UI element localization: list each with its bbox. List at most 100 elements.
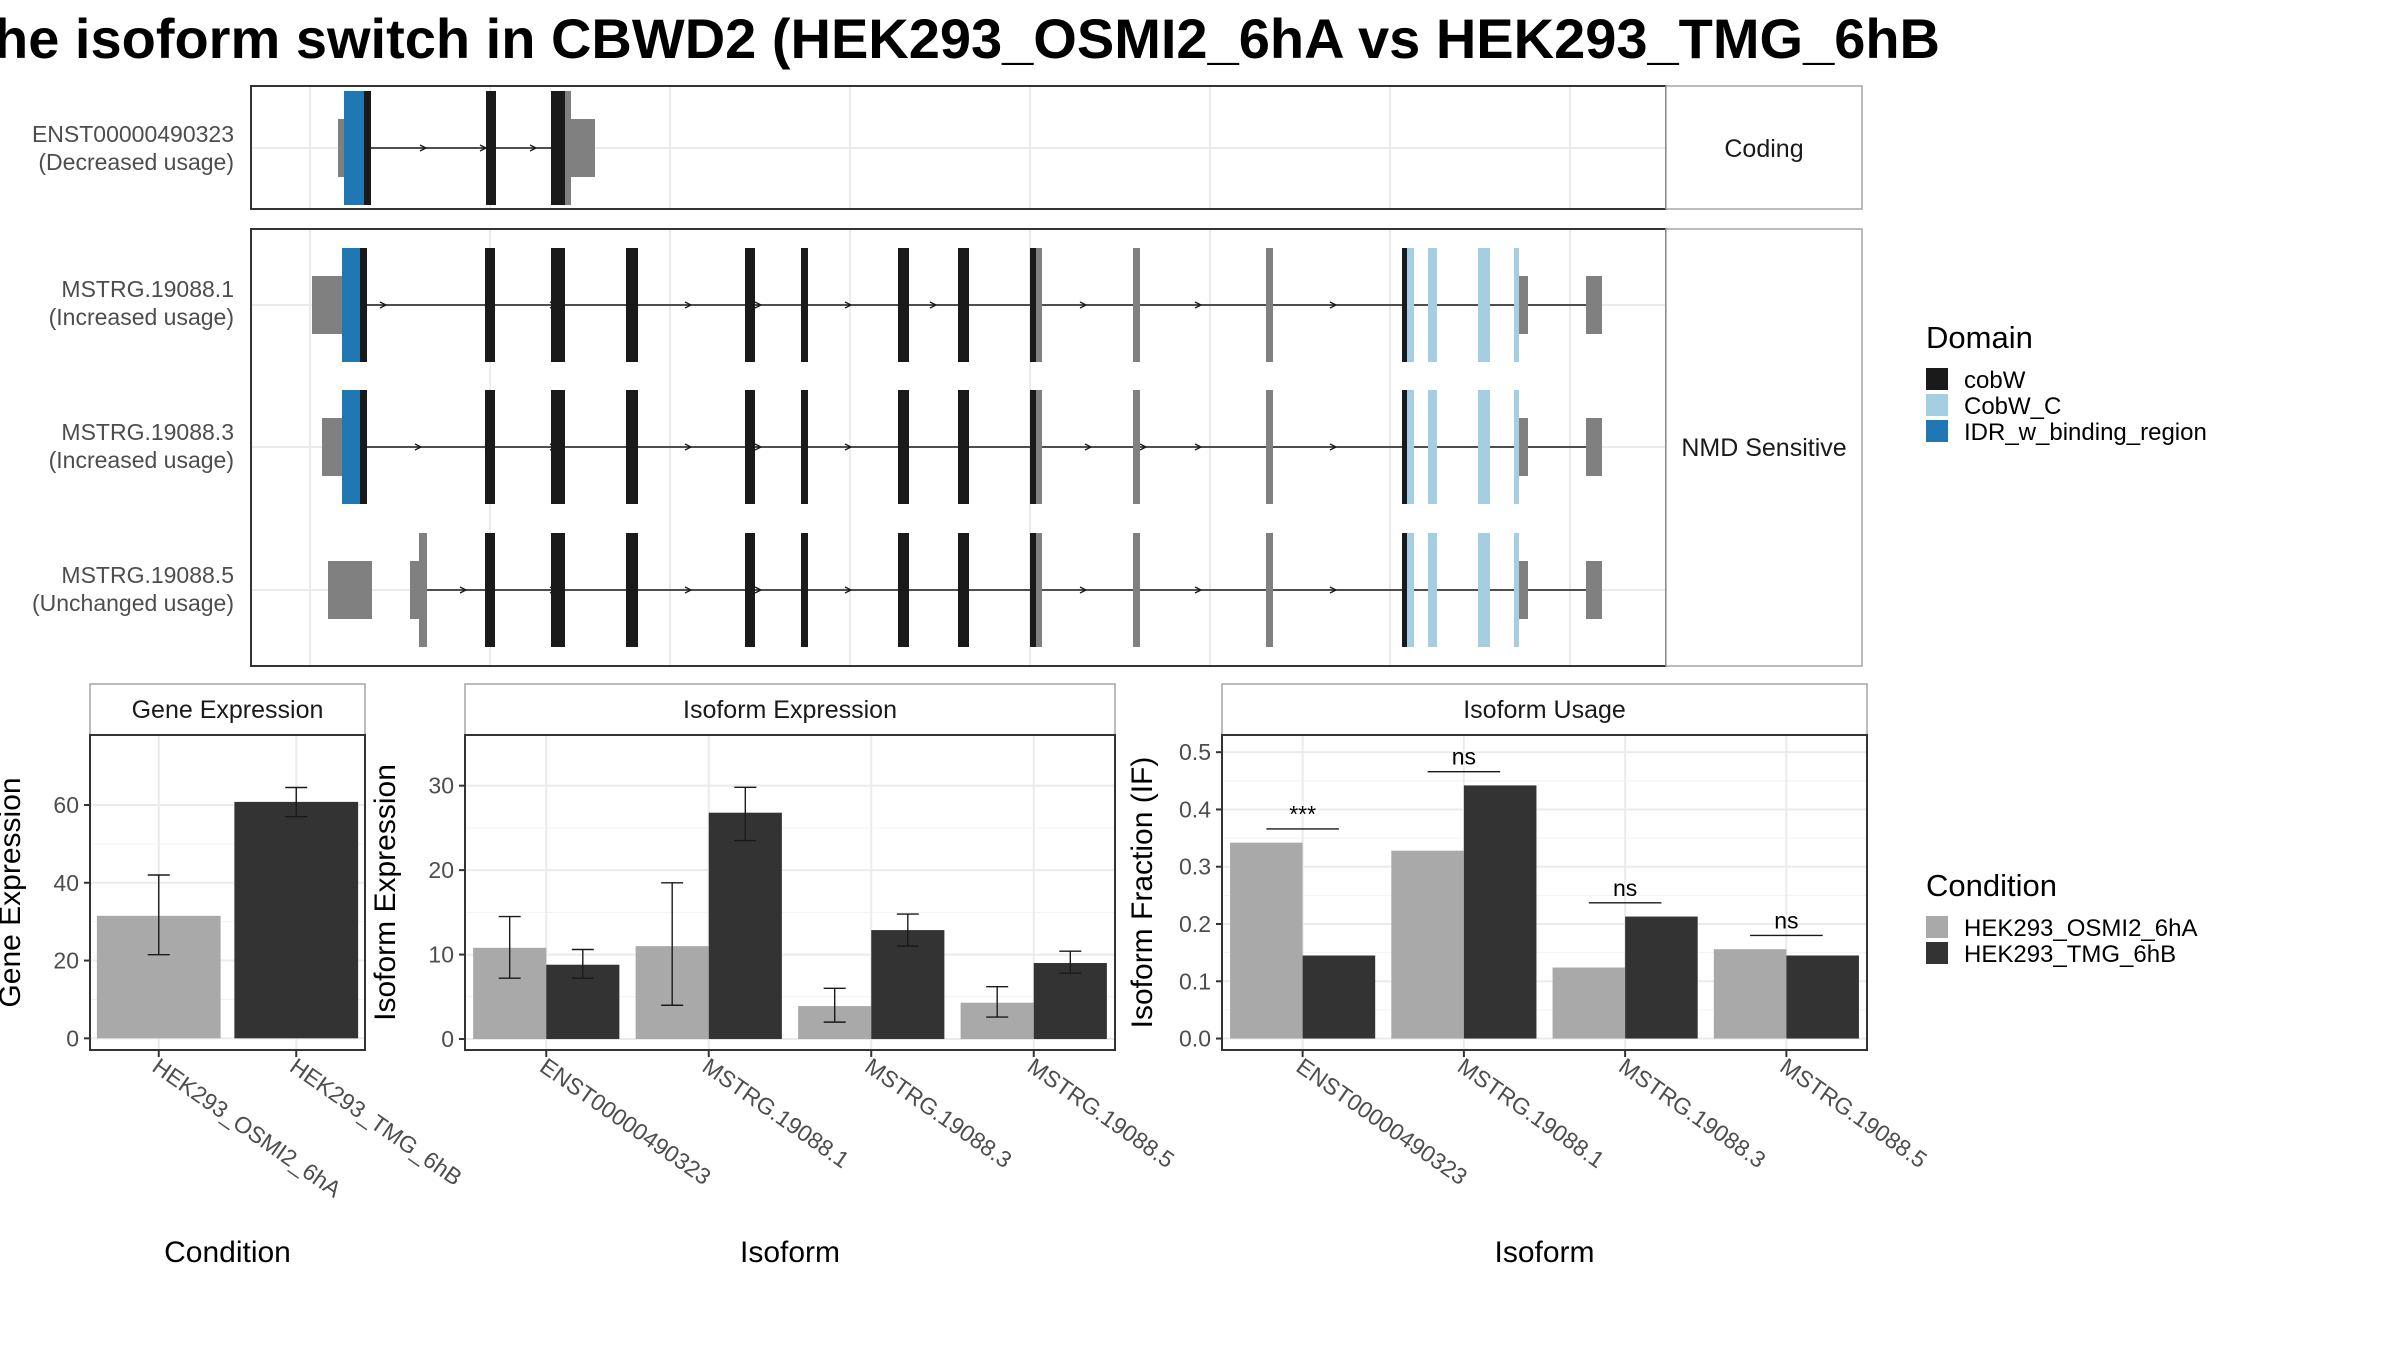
legend-label-cobw-c: CobW_C <box>1964 393 2061 420</box>
bar <box>708 812 782 1040</box>
bar <box>1625 916 1698 1039</box>
y-tick-label: 0.2 <box>1179 911 1211 937</box>
intron-arrow <box>684 586 693 594</box>
exon-block <box>1266 390 1273 504</box>
intron-arrow <box>529 144 538 152</box>
exon-block <box>1514 533 1519 647</box>
exon-block <box>958 390 969 504</box>
exon-block <box>1519 561 1528 619</box>
exon-block <box>328 561 372 619</box>
transcript-row-0 <box>338 91 595 205</box>
intron-arrow <box>1079 301 1088 309</box>
y-tick-label: 20 <box>53 948 79 974</box>
transcript-name: MSTRG.19088.3 <box>61 419 234 445</box>
exon-block <box>344 91 364 205</box>
bar <box>1713 949 1787 1039</box>
legend-key-condition-a <box>1926 916 1948 938</box>
exon-block <box>551 91 565 205</box>
y-tick-label: 20 <box>428 857 454 883</box>
bar <box>1786 955 1859 1039</box>
exon-block <box>485 248 495 362</box>
transcript-structure-panel: ENST00000490323 (Decreased usage) MSTRG.… <box>32 85 1863 667</box>
exon-block <box>1514 390 1519 504</box>
chart-title: Isoform Usage <box>1463 696 1626 724</box>
y-tick-label: 0.0 <box>1179 1026 1211 1052</box>
exon-block <box>626 248 638 362</box>
exon-block <box>1407 390 1414 504</box>
exon-block <box>485 533 495 647</box>
exon-block <box>565 119 595 177</box>
exon-block <box>898 248 909 362</box>
y-tick-label: 10 <box>428 942 454 968</box>
transcript-usage: (Increased usage) <box>49 447 234 473</box>
bar <box>1552 967 1626 1039</box>
transcript-name: MSTRG.19088.1 <box>61 276 234 302</box>
exon-block <box>958 248 969 362</box>
condition-legend-title: Condition <box>1926 868 2057 903</box>
bar <box>871 930 945 1040</box>
exon-block <box>342 248 360 362</box>
intron-arrow <box>1194 443 1203 451</box>
legend-label-condition-b: HEK293_TMG_6hB <box>1964 941 2176 968</box>
bar <box>1230 842 1303 1039</box>
intron-arrow <box>1084 443 1093 451</box>
exon-block <box>551 390 565 504</box>
exon-block <box>1478 248 1490 362</box>
legend-label-condition-a: HEK293_OSMI2_6hA <box>1964 915 2197 942</box>
bar <box>1391 850 1464 1039</box>
exon-block <box>898 390 909 504</box>
exon-block <box>1519 276 1528 334</box>
exon-block <box>312 276 342 334</box>
exon-block <box>1036 533 1042 647</box>
exon-block <box>801 533 808 647</box>
transcript-usage: (Increased usage) <box>49 304 234 330</box>
exon-block <box>551 533 565 647</box>
legend-key-cobw <box>1926 368 1948 390</box>
y-axis-title: Isoform Fraction (IF) <box>1126 757 1159 1029</box>
y-tick-label: 0.4 <box>1179 796 1211 822</box>
significance-label: ns <box>1613 875 1637 901</box>
panel-border <box>89 734 366 1051</box>
intron-arrow <box>419 144 428 152</box>
exon-block <box>801 248 808 362</box>
exon-block <box>1478 533 1490 647</box>
bar <box>234 801 359 1039</box>
intron-arrow <box>1194 586 1203 594</box>
exon-block <box>958 533 969 647</box>
legend-label-idr: IDR_w_binding_region <box>1964 419 2207 446</box>
exon-block <box>1514 248 1519 362</box>
legend-key-cobw-c <box>1926 394 1948 416</box>
transcript-name: MSTRG.19088.5 <box>61 562 234 588</box>
exon-block <box>801 390 808 504</box>
exon-block <box>745 533 755 647</box>
exon-block <box>338 119 346 177</box>
exon-block <box>1030 248 1036 362</box>
legend-key-condition-b <box>1926 942 1948 964</box>
panel-border <box>1221 734 1868 1051</box>
exon-block <box>1133 533 1140 647</box>
transcript-name: ENST00000490323 <box>32 121 234 147</box>
exon-block <box>551 248 565 362</box>
intron-arrow <box>929 301 938 309</box>
y-tick-label: 60 <box>53 792 79 818</box>
intron-arrow <box>754 443 763 451</box>
exon-block <box>1133 390 1140 504</box>
exon-block <box>1036 248 1042 362</box>
exon-block <box>745 248 755 362</box>
exon-block <box>1030 390 1036 504</box>
exon-block <box>1266 248 1273 362</box>
y-tick-label: 0 <box>441 1026 454 1052</box>
exon-block <box>485 390 495 504</box>
exon-block <box>360 248 367 362</box>
transcript-row-3 <box>328 533 1602 647</box>
chart-title: Isoform Expression <box>683 696 897 724</box>
exon-block <box>342 390 360 504</box>
intron-arrow <box>844 301 853 309</box>
exon-block <box>1266 533 1273 647</box>
domain-legend: Domain cobW CobW_C IDR_w_binding_region <box>1926 320 2207 446</box>
exon-block <box>898 533 909 647</box>
significance-label: ns <box>1452 744 1476 770</box>
bar <box>1033 963 1107 1040</box>
